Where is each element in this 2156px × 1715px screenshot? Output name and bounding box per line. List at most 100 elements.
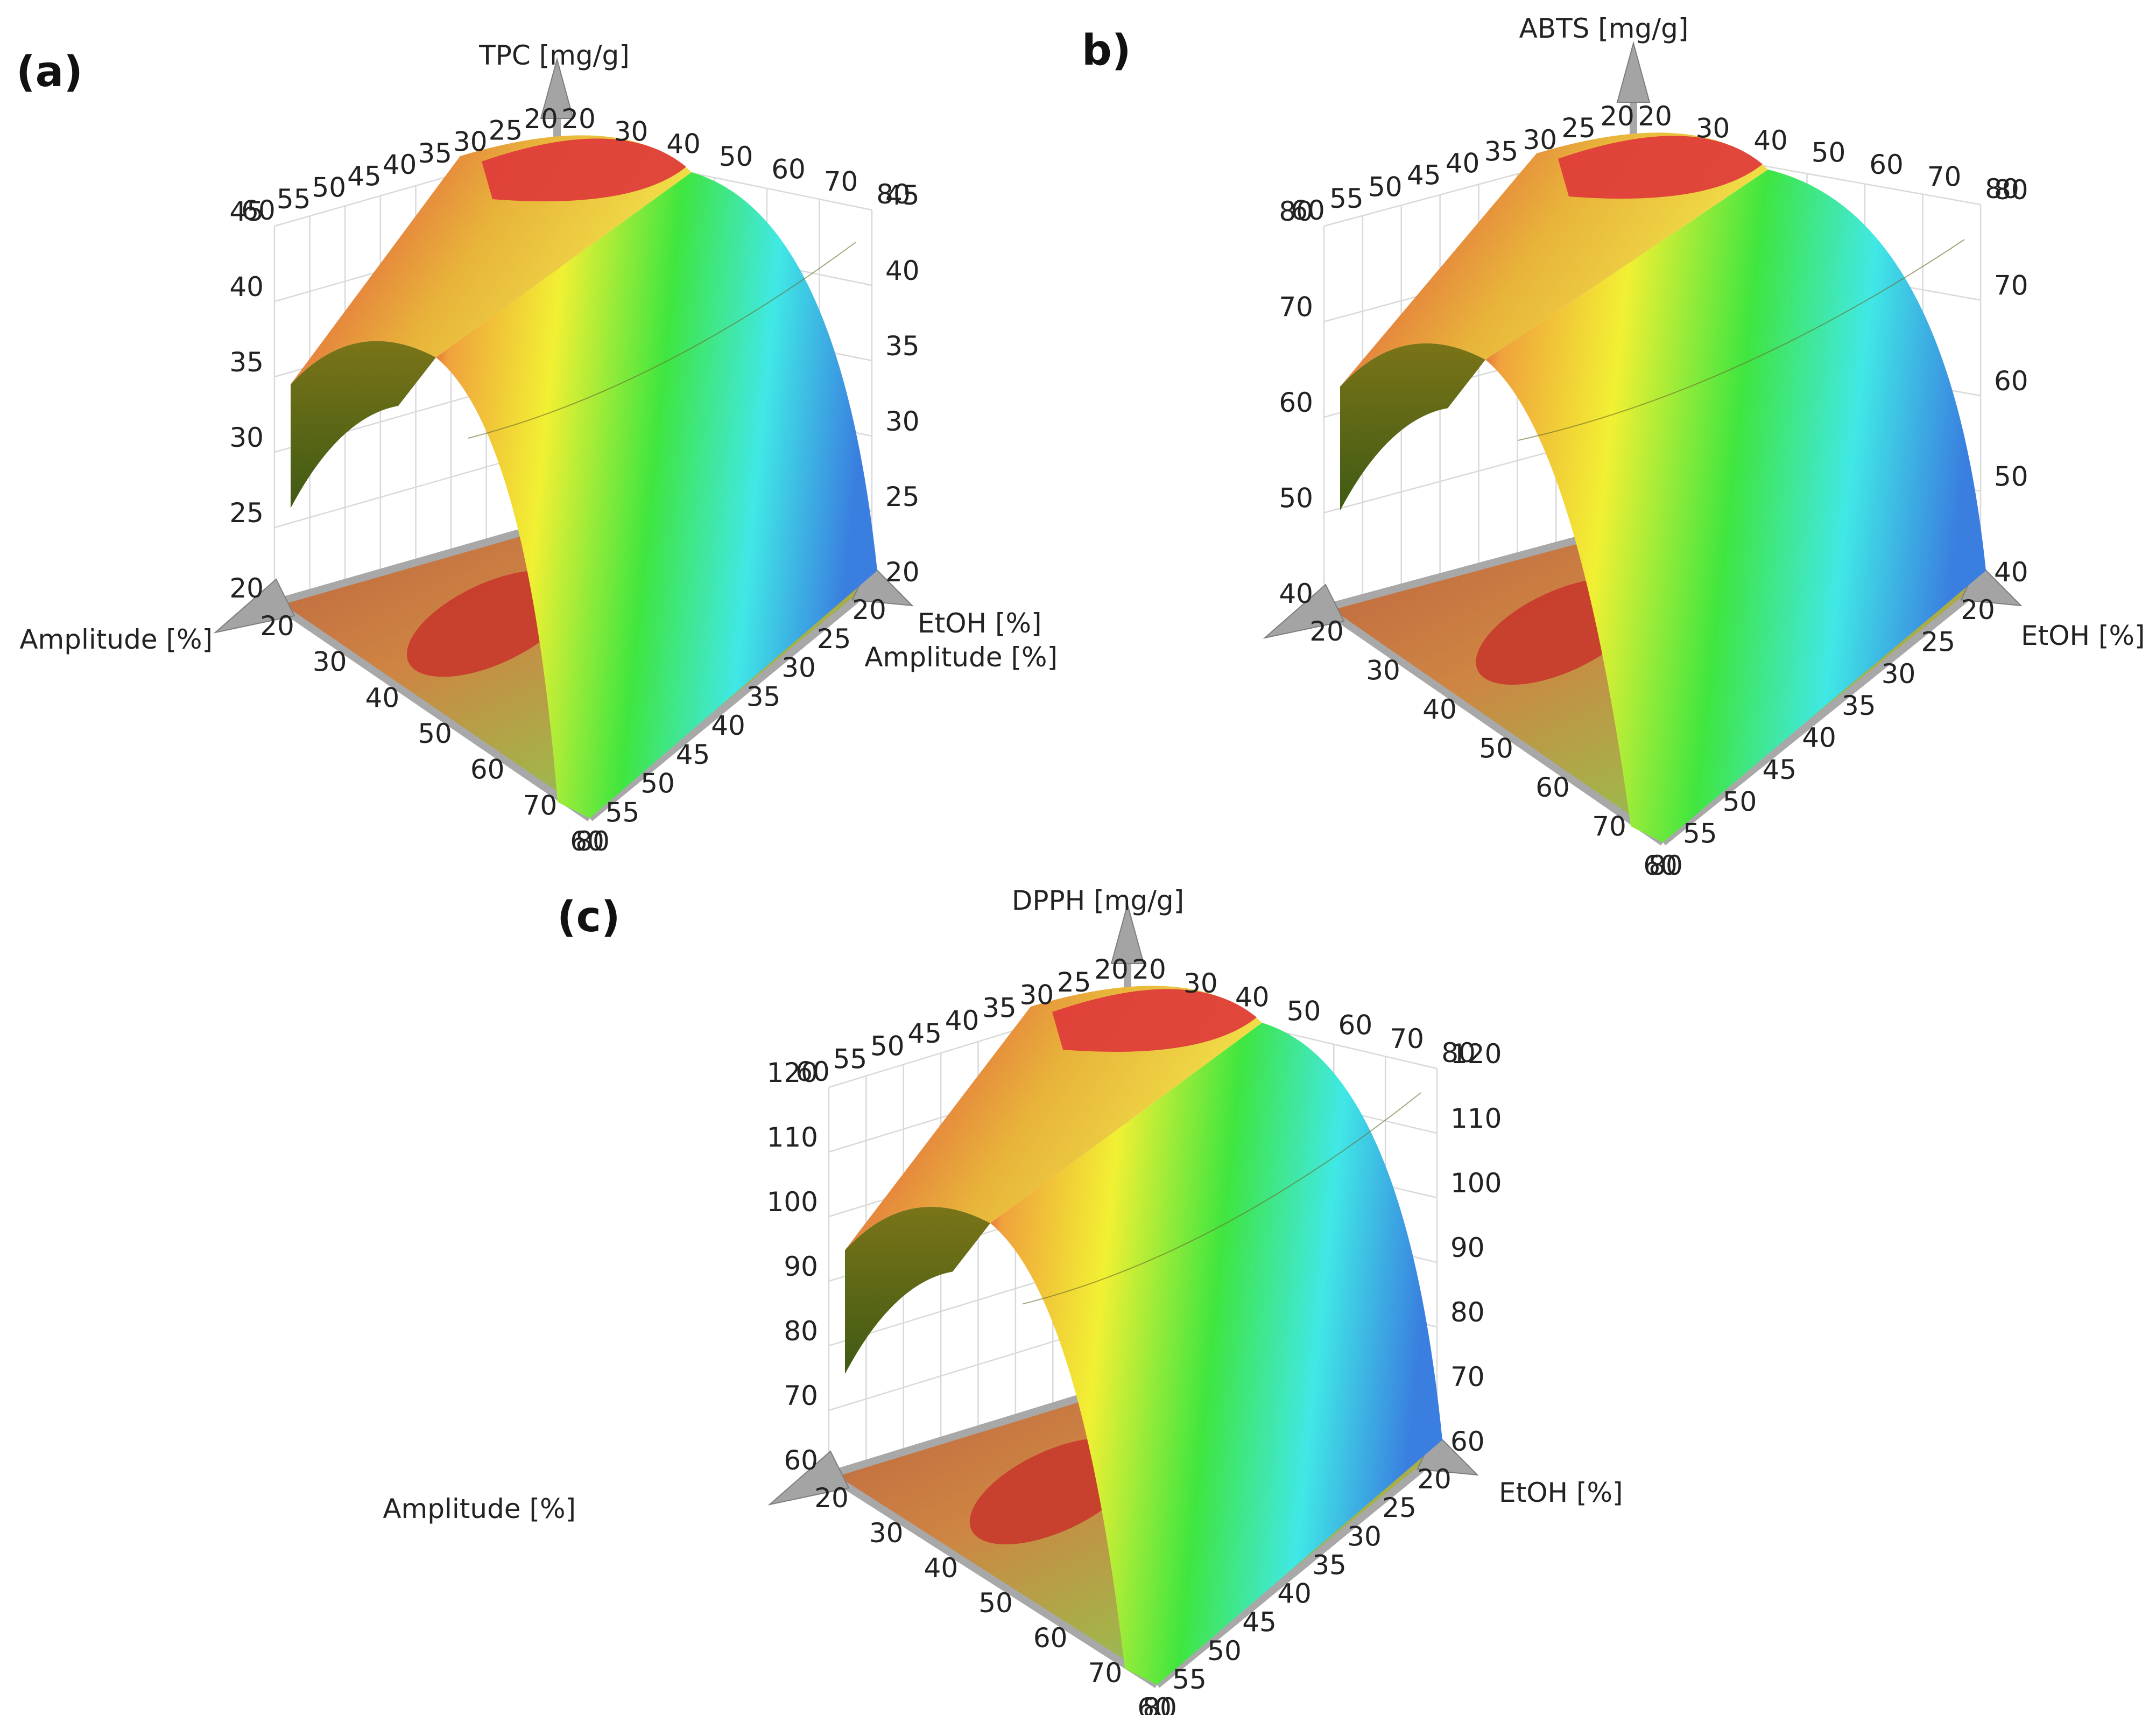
back-amplitude-tick-label: 30 [1183, 968, 1218, 999]
z-axis-title: ABTS [mg/g] [1519, 13, 1689, 44]
etoh-tick-label: 55 [1683, 818, 1717, 849]
amplitude-tick-label: 30 [869, 1517, 904, 1549]
response-surface [845, 986, 1442, 1685]
z-tick-label-right: 90 [1450, 1232, 1485, 1263]
etoh-tick-label: 35 [1312, 1549, 1347, 1580]
back-amplitude-tick-label: 80 [1985, 173, 2019, 205]
z-tick-label-right: 120 [1450, 1038, 1502, 1070]
z-tick-label-right: 30 [885, 406, 920, 437]
surface-underside [1340, 343, 1485, 511]
amplitude-tick-label: 60 [1033, 1622, 1068, 1654]
z-tick-label-right: 40 [1994, 557, 2028, 588]
etoh-tick-label: 25 [1382, 1492, 1417, 1523]
z-tick-label-left: 110 [767, 1122, 818, 1153]
amplitude-tick-label: 40 [365, 682, 400, 713]
etoh-axis-bar [1154, 1453, 1440, 1688]
surface-front-face [436, 172, 877, 818]
back-amplitude-tick-label: 40 [1235, 982, 1270, 1013]
z-tick-label-right: 50 [1994, 461, 2028, 493]
etoh-tick-label: 50 [1207, 1635, 1242, 1667]
etoh-tick-label: 55 [605, 797, 640, 828]
back-amplitude-tick-label: 30 [1696, 113, 1730, 144]
z-tick-label-right: 70 [1994, 270, 2028, 301]
back-etoh-tick-label: 30 [1019, 980, 1054, 1011]
back-etoh-tick-label: 20 [1094, 954, 1129, 985]
etoh-tick-label: 40 [1277, 1578, 1312, 1609]
z-tick-label-left: 70 [784, 1380, 818, 1411]
back-etoh-tick-label: 40 [383, 149, 417, 180]
etoh-tick-label: 60 [570, 826, 604, 857]
etoh-tick-label: 45 [1242, 1607, 1277, 1638]
z-tick-label-left: 35 [229, 347, 264, 378]
amplitude-axis-arrow [213, 578, 295, 634]
back-etoh-tick-label: 25 [1057, 967, 1091, 998]
back-amplitude-tick-label: 60 [771, 153, 806, 185]
etoh-tick-label: 60 [1137, 1692, 1172, 1715]
etoh-tick-label: 30 [781, 652, 816, 684]
etoh-tick-label: 25 [1921, 626, 1955, 657]
amplitude-tick-label: 80 [1143, 1692, 1177, 1715]
amplitude-tick-label: 20 [260, 610, 294, 642]
etoh-tick-label: 60 [1643, 850, 1678, 881]
surface-optimum-region [482, 138, 686, 201]
amplitude-axis-bar [272, 600, 592, 821]
back-etoh-tick-label: 45 [347, 160, 382, 192]
amplitude-axis-title: Amplitude [%] [383, 1493, 576, 1524]
etoh-axis-bar [1660, 584, 1983, 846]
amplitude-tick-label: 20 [814, 1482, 849, 1514]
back-etoh-tick-label: 30 [453, 126, 488, 158]
etoh-axis-bar [587, 584, 875, 821]
z-tick-label-left: 80 [1279, 196, 1313, 227]
etoh-tick-label: 40 [711, 710, 745, 741]
back-amplitude-tick-label: 60 [1869, 149, 1904, 180]
z-tick-label-left: 40 [1279, 578, 1313, 609]
back-etoh-tick-label: 40 [1446, 148, 1480, 179]
amplitude-axis-bar [827, 1472, 1159, 1688]
z-tick-label-left: 30 [229, 422, 264, 453]
back-amplitude-tick-label: 70 [824, 166, 858, 198]
etoh-tick-label: 20 [852, 594, 886, 625]
back-amplitude-tick-label: 80 [876, 179, 911, 210]
etoh-tick-label: 35 [1842, 690, 1876, 721]
amplitude-tick-label: 70 [1592, 811, 1626, 842]
z-axis-title: DPPH [mg/g] [1012, 885, 1184, 916]
surface-optimum-region [1052, 989, 1257, 1052]
z-tick-label-left: 20 [229, 573, 264, 604]
etoh-axis-title: EtOH [%] [918, 608, 1042, 639]
etoh-tick-label: 20 [1961, 594, 1995, 625]
etoh-tick-label: 20 [1417, 1464, 1452, 1495]
z-tick-label-left: 40 [229, 271, 264, 303]
back-etoh-tick-label: 55 [833, 1043, 868, 1074]
surface-underside [845, 1206, 990, 1374]
etoh-tick-label: 30 [1347, 1521, 1382, 1552]
z-axis-arrow [1110, 902, 1145, 964]
amplitude-tick-label: 70 [1088, 1657, 1123, 1689]
surface-contour-line [468, 242, 856, 439]
z-tick-label-left: 60 [784, 1445, 818, 1476]
back-etoh-tick-label: 25 [1561, 113, 1596, 144]
surface-contour-line [1022, 1092, 1421, 1305]
back-amplitude-tick-label: 80 [1441, 1037, 1476, 1069]
z-axis-arrow [540, 57, 574, 119]
etoh-tick-label: 25 [817, 623, 851, 655]
amplitude-tick-label: 60 [1535, 772, 1570, 803]
back-etoh-tick-label: 35 [1484, 136, 1519, 167]
z-tick-label-left: 45 [229, 196, 264, 227]
amplitude-tick-label: 60 [470, 754, 505, 785]
back-amplitude-tick-label: 40 [666, 129, 701, 160]
panel-label: (a) [16, 48, 83, 96]
z-tick-label-right: 45 [885, 180, 920, 211]
z-tick-label-right: 60 [1994, 366, 2028, 397]
amplitude-tick-label: 80 [575, 826, 610, 857]
amplitude-tick-label: 70 [523, 790, 558, 821]
etoh-tick-label: 35 [746, 681, 781, 712]
z-tick-label-right: 80 [1994, 174, 2028, 206]
back-amplitude-tick-label: 20 [1638, 101, 1672, 132]
back-amplitude-tick-label: 70 [1390, 1023, 1424, 1055]
etoh-axis-title: EtOH [%] [1499, 1477, 1623, 1508]
z-tick-label-right: 35 [885, 331, 920, 362]
amplitude-tick-label: 20 [1309, 616, 1344, 647]
back-amplitude-tick-label: 40 [1753, 125, 1788, 156]
etoh-tick-label: 45 [676, 739, 710, 770]
